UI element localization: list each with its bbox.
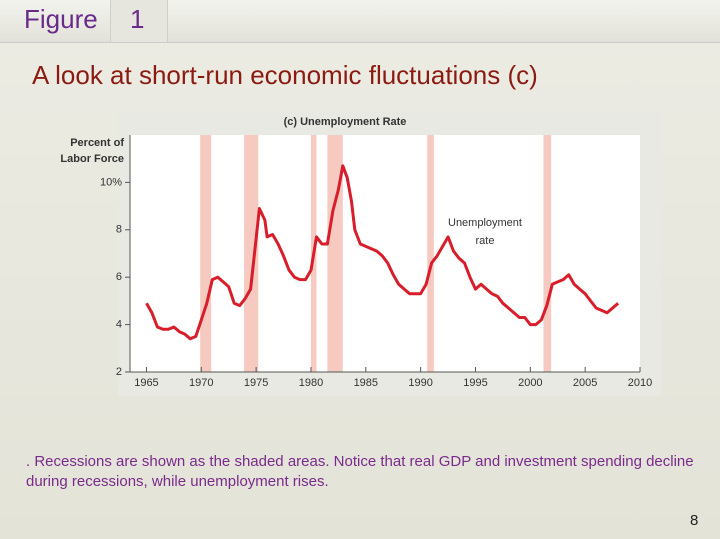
tab [110, 0, 168, 42]
recession-band [543, 135, 552, 372]
x-tick-label: 2005 [573, 377, 597, 389]
recession-band [427, 135, 434, 372]
caption: . Recessions are shown as the shaded are… [26, 453, 694, 490]
x-tick-label: 1995 [463, 377, 487, 389]
x-tick-label: 1970 [189, 377, 213, 389]
annotation: rate [476, 235, 495, 247]
y-axis-label: Percent of [70, 137, 124, 149]
figure-number: 1 [130, 4, 145, 34]
x-tick-label: 2010 [628, 377, 652, 389]
y-tick-label: 4 [116, 319, 122, 331]
x-tick-label: 1975 [244, 377, 268, 389]
y-tick-label: 10% [100, 176, 122, 188]
y-tick-label: 6 [116, 271, 122, 283]
x-tick-label: 2000 [518, 377, 542, 389]
page-number: 8 [690, 512, 699, 529]
recession-band [244, 135, 259, 372]
line [145, 164, 620, 341]
heading: A look at short-run economic fluctuation… [32, 60, 538, 90]
y-axis-label: Labor Force [60, 153, 124, 165]
recession-band [200, 135, 212, 372]
x-tick-label: 1990 [408, 377, 432, 389]
y-tick-label: 8 [116, 224, 122, 236]
plot-area [130, 135, 640, 372]
x-tick-label: 1985 [354, 377, 378, 389]
x-tick-label: 1965 [134, 377, 158, 389]
recession-band [327, 135, 343, 372]
figure-label: Figure [24, 4, 98, 34]
y-tick-label: 2 [116, 366, 122, 378]
x-tick-label: 1980 [299, 377, 323, 389]
chart-title: (c) Unemployment Rate [284, 116, 407, 128]
annotation: Unemployment [448, 217, 522, 229]
